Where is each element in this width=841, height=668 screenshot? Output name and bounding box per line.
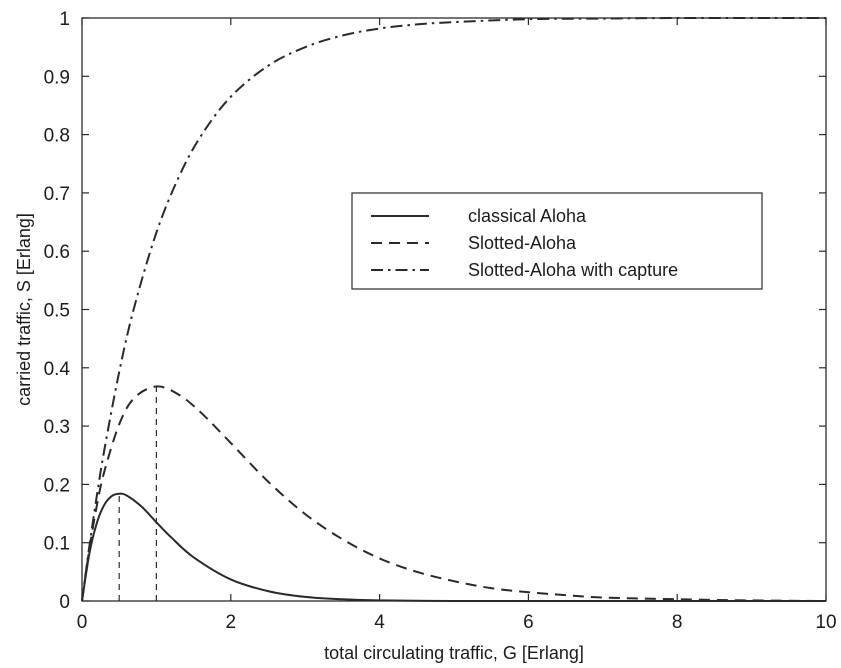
x-tick-labels: 0 2 4 6 8 10 (77, 612, 837, 633)
y-tick-label: 0.1 (44, 534, 70, 555)
y-tick-label: 0.4 (44, 359, 71, 380)
y-axis-label: carried traffic, S [Erlang] (14, 213, 34, 406)
y-tick-label: 0.9 (44, 67, 70, 88)
x-tick-label: 0 (77, 612, 88, 633)
series-layer (81, 16, 827, 603)
series-line-dashdot (81, 16, 827, 602)
legend-label: classical Aloha (468, 206, 587, 226)
y-tick-label: 0.6 (44, 242, 70, 263)
plot-area-frame (81, 17, 827, 602)
y-tick-labels: 0 0.1 0.2 0.3 0.4 0.5 0.6 0.7 0.8 0.9 1 (44, 9, 71, 613)
x-tick-label: 8 (672, 612, 683, 633)
x-tick-label: 6 (523, 612, 534, 633)
legend-label: Slotted-Aloha (468, 233, 577, 253)
y-tick-label: 0.7 (44, 184, 70, 205)
series-line-dashed (81, 385, 827, 602)
y-tick-label: 0.5 (44, 301, 70, 322)
y-tick-label: 0.2 (44, 475, 70, 496)
x-tick-label: 10 (815, 612, 836, 633)
annotation-layer (118, 386, 157, 601)
y-tick-label: 0.3 (44, 417, 70, 438)
x-tick-label: 4 (374, 612, 385, 633)
series-line-solid (81, 492, 826, 603)
legend-label: Slotted-Aloha with capture (468, 260, 678, 280)
legend-box (351, 192, 763, 290)
y-tick-label: 0 (59, 592, 70, 613)
legend-items: classical Aloha Slotted-Aloha Slotted-Aloh… (371, 206, 678, 280)
y-tick-label: 1 (59, 9, 70, 30)
legend: classical Aloha Slotted-Aloha Slotted-Aloh… (351, 192, 763, 290)
axis-ticks (81, 17, 827, 602)
x-axis-label: total circulating traffic, G [Erlang] (324, 643, 584, 663)
x-tick-label: 2 (226, 612, 237, 633)
y-tick-label: 0.8 (44, 126, 70, 147)
